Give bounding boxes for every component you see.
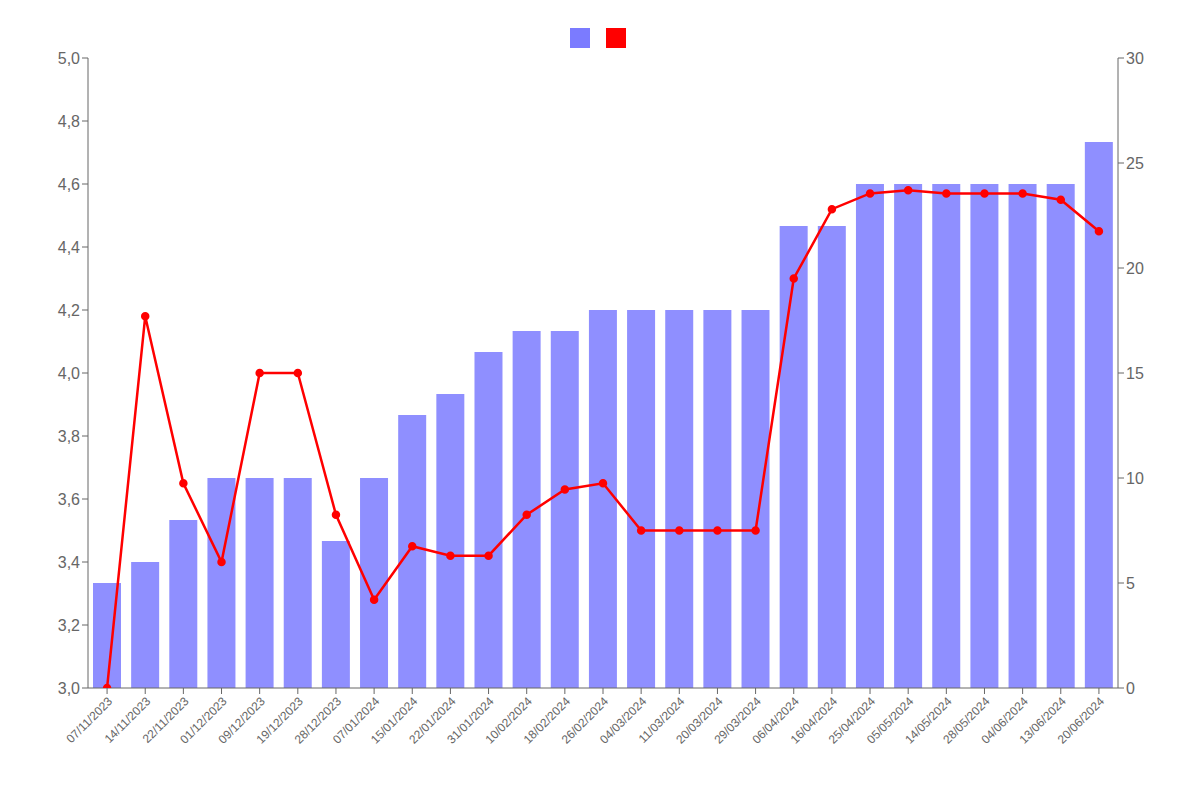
svg-text:14/05/2024: 14/05/2024 [902, 694, 955, 747]
svg-text:4,0: 4,0 [58, 365, 80, 382]
svg-text:20: 20 [1126, 260, 1144, 277]
svg-text:28/05/2024: 28/05/2024 [940, 694, 993, 747]
svg-text:19/12/2023: 19/12/2023 [253, 694, 306, 747]
svg-text:5: 5 [1126, 575, 1135, 592]
svg-text:3,8: 3,8 [58, 428, 80, 445]
svg-text:18/02/2024: 18/02/2024 [520, 694, 573, 747]
svg-text:0: 0 [1126, 680, 1135, 697]
svg-text:29/03/2024: 29/03/2024 [711, 694, 764, 747]
svg-text:01/12/2023: 01/12/2023 [177, 694, 230, 747]
svg-text:30: 30 [1126, 50, 1144, 67]
svg-text:5,0: 5,0 [58, 50, 80, 67]
svg-text:3,4: 3,4 [58, 554, 80, 571]
svg-text:06/04/2024: 06/04/2024 [749, 694, 802, 747]
svg-text:10/02/2024: 10/02/2024 [482, 694, 535, 747]
svg-text:14/11/2023: 14/11/2023 [101, 694, 154, 746]
svg-text:22/11/2023: 22/11/2023 [139, 694, 192, 746]
svg-text:28/12/2023: 28/12/2023 [291, 694, 345, 747]
svg-text:4,6: 4,6 [58, 176, 80, 193]
svg-text:05/05/2024: 05/05/2024 [864, 694, 917, 747]
svg-text:4,8: 4,8 [58, 113, 80, 130]
svg-text:10: 10 [1126, 470, 1144, 487]
svg-text:26/02/2024: 26/02/2024 [558, 694, 612, 747]
svg-text:20/03/2024: 20/03/2024 [673, 694, 726, 747]
svg-text:13/06/2024: 13/06/2024 [1016, 694, 1069, 747]
svg-text:3,0: 3,0 [58, 680, 80, 697]
svg-text:07/11/2023: 07/11/2023 [63, 694, 116, 746]
svg-text:15: 15 [1126, 365, 1144, 382]
svg-text:3,6: 3,6 [58, 491, 80, 508]
svg-text:4,4: 4,4 [58, 239, 80, 256]
svg-text:16/04/2024: 16/04/2024 [787, 694, 840, 747]
svg-text:3,2: 3,2 [58, 617, 80, 634]
svg-text:15/01/2024: 15/01/2024 [368, 694, 421, 747]
svg-text:20/06/2024: 20/06/2024 [1055, 694, 1108, 747]
svg-text:04/06/2024: 04/06/2024 [978, 694, 1031, 747]
svg-text:25/04/2024: 25/04/2024 [825, 694, 879, 747]
svg-text:25: 25 [1126, 155, 1144, 172]
svg-text:31/01/2024: 31/01/2024 [444, 694, 497, 747]
svg-text:4,2: 4,2 [58, 302, 80, 319]
svg-text:04/03/2024: 04/03/2024 [596, 694, 650, 747]
svg-text:07/01/2024: 07/01/2024 [329, 694, 383, 747]
svg-text:09/12/2023: 09/12/2023 [215, 694, 268, 747]
svg-text:11/03/2024: 11/03/2024 [635, 694, 688, 746]
svg-text:22/01/2024: 22/01/2024 [406, 694, 459, 747]
